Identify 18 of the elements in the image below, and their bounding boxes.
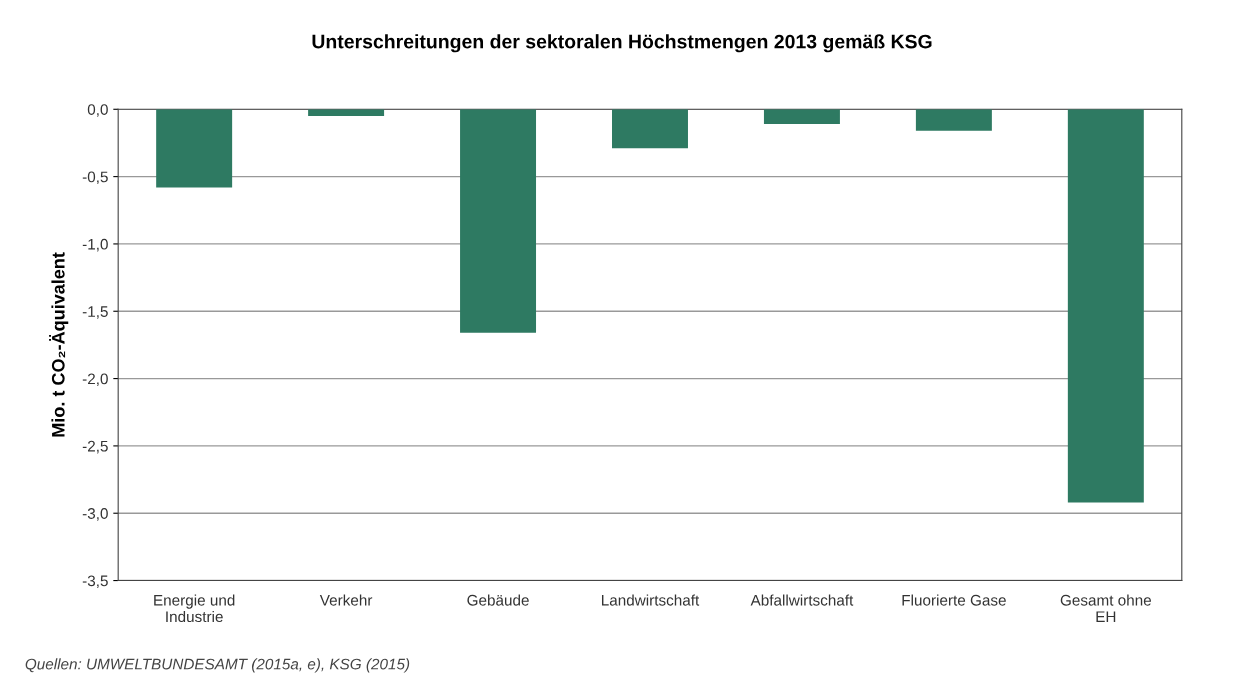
y-tick-label: 0,0: [87, 104, 108, 117]
source-note: Quellen: UMWELTBUNDESAMT (2015a, e), KSG (2015): [25, 658, 410, 673]
x-tick-label: Verkehr: [319, 594, 373, 606]
chart-title: Unterschreitungen der sektoralen Höchstmengen 2013 gemäß KSG: [312, 34, 932, 53]
y-tick-label: -1,0: [82, 238, 108, 252]
x-tick-label: Gesamt ohne EH: [1060, 594, 1152, 622]
x-tick-label: Energie und Industrie: [154, 594, 235, 623]
y-tick-label: -2,5: [82, 440, 108, 454]
y-tick-label: -0,5: [82, 171, 108, 185]
x-tick-label: Landwirtschaft: [601, 594, 700, 606]
y-tick-label: -3,5: [82, 575, 108, 589]
x-tick-label: Abfallwirtschaft: [750, 594, 854, 606]
y-axis-title: Mio. t CO₂-Äquivalent: [49, 252, 69, 437]
y-tick-label: -1,5: [82, 306, 108, 319]
y-tick-label: -2,0: [82, 373, 108, 387]
x-tick-label: Gebäude: [467, 594, 529, 606]
y-tick-label: -3,0: [82, 508, 108, 521]
x-tick-label: Fluorierte Gase: [902, 594, 1006, 606]
